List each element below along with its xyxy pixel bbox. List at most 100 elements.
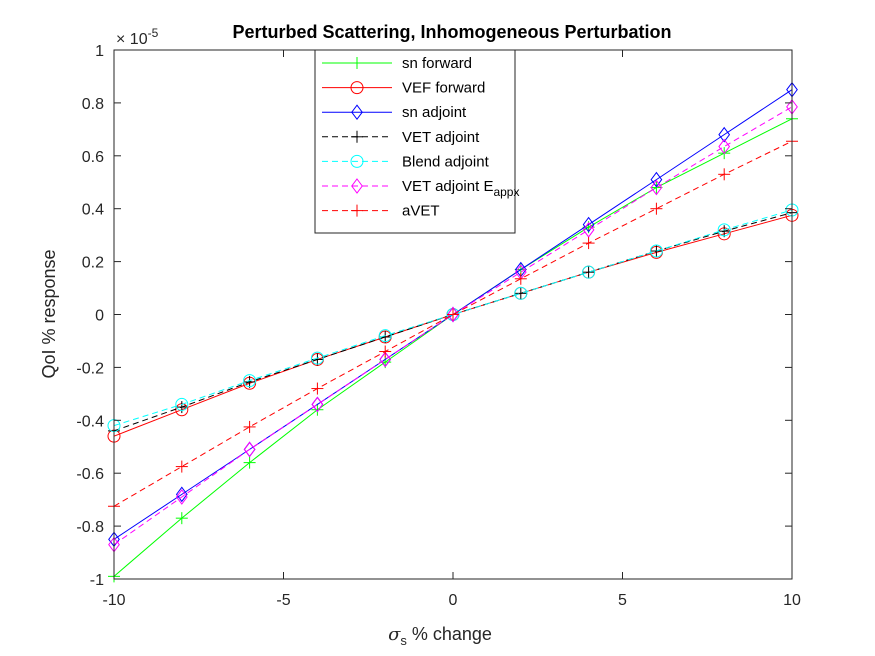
data-point bbox=[379, 351, 392, 368]
data-point bbox=[582, 265, 596, 279]
legend-item: VET adjoint Eappx bbox=[322, 178, 519, 199]
data-point bbox=[310, 351, 324, 365]
legend-label-main: VET adjoint bbox=[402, 129, 480, 146]
legend-label: sn adjoint bbox=[402, 104, 467, 121]
data-point bbox=[649, 244, 663, 258]
y-tick-label: -1 bbox=[90, 572, 104, 589]
data-point bbox=[243, 375, 256, 388]
x-axis-label: σs % change bbox=[388, 624, 492, 648]
data-point bbox=[311, 382, 324, 395]
data-point bbox=[582, 222, 595, 238]
x-axis-label-subscript: s bbox=[400, 633, 407, 648]
legend-label: sn forward bbox=[402, 55, 472, 72]
data-point bbox=[650, 181, 663, 194]
series-line bbox=[113, 106, 793, 546]
series-line bbox=[113, 140, 793, 507]
y-tick-label: -0.8 bbox=[76, 519, 104, 536]
legend-item: sn forward bbox=[322, 55, 472, 72]
y-tick-label: -0.6 bbox=[76, 466, 104, 483]
data-point bbox=[175, 397, 189, 411]
y-axis-label: QoI % response bbox=[39, 249, 59, 378]
series-line bbox=[113, 209, 793, 427]
legend-marker bbox=[351, 204, 363, 217]
data-point bbox=[718, 225, 731, 238]
legend-marker bbox=[351, 57, 363, 69]
series-6 bbox=[108, 135, 798, 513]
x-axis-label-text: % change bbox=[407, 624, 492, 644]
data-point bbox=[718, 138, 731, 155]
data-point bbox=[718, 168, 731, 181]
legend-marker bbox=[350, 81, 364, 95]
legend-label-main: sn adjoint bbox=[402, 104, 467, 121]
series-layer bbox=[107, 81, 799, 583]
legend-label: VEF forward bbox=[402, 80, 485, 97]
x-tick-label: 5 bbox=[618, 592, 627, 609]
data-point bbox=[514, 287, 527, 300]
legend-label: aVET bbox=[402, 203, 440, 220]
data-point bbox=[243, 420, 256, 433]
data-point bbox=[378, 329, 392, 343]
y-tick-label: 0.4 bbox=[82, 202, 104, 219]
data-point bbox=[718, 126, 731, 143]
y-tick-label: 0 bbox=[95, 308, 104, 325]
y-tick-label: 1 bbox=[95, 43, 104, 60]
legend-marker bbox=[351, 130, 363, 143]
y-exponent-power: -5 bbox=[148, 26, 159, 40]
chart-title: Perturbed Scattering, Inhomogeneous Pert… bbox=[232, 22, 671, 42]
legend-marker bbox=[351, 178, 363, 194]
data-point bbox=[379, 345, 392, 358]
legend-label-main: VET adjoint E bbox=[402, 178, 493, 195]
legend-label-main: Blend adjoint bbox=[402, 153, 490, 170]
y-tick-label: -0.2 bbox=[76, 360, 104, 377]
legend-item: VET adjoint bbox=[322, 129, 480, 146]
x-tick-label: 0 bbox=[449, 592, 458, 609]
data-point bbox=[447, 308, 459, 321]
legend-label-subscript: appx bbox=[493, 185, 519, 199]
y-exponent-base: × 10 bbox=[116, 31, 148, 48]
x-axis-label-symbol: σ bbox=[388, 624, 401, 645]
data-point bbox=[243, 456, 256, 469]
legend: sn forward VEF forward sn adjoint VET adjoi… bbox=[314, 49, 519, 234]
data-point bbox=[717, 223, 731, 237]
x-tick-label: -10 bbox=[102, 592, 125, 609]
data-point bbox=[311, 403, 324, 416]
data-point bbox=[514, 286, 528, 300]
data-point bbox=[582, 237, 595, 250]
legend-label-main: VEF forward bbox=[402, 80, 485, 97]
x-tick-label: -5 bbox=[276, 592, 290, 609]
legend-label: VET adjoint Eappx bbox=[402, 178, 519, 199]
data-point bbox=[582, 216, 595, 233]
y-exponent-label: × 10-5 bbox=[116, 26, 159, 48]
data-point bbox=[175, 460, 188, 473]
x-tick-label: 10 bbox=[783, 592, 801, 609]
legend-marker bbox=[350, 154, 364, 168]
data-point bbox=[514, 272, 527, 285]
data-point bbox=[582, 266, 595, 279]
data-point bbox=[175, 512, 188, 525]
legend-item: sn adjoint bbox=[322, 104, 467, 121]
legend-item: aVET bbox=[322, 203, 440, 220]
legend-label: Blend adjoint bbox=[402, 153, 490, 170]
data-point bbox=[650, 245, 663, 258]
data-point bbox=[650, 179, 663, 196]
data-point bbox=[243, 441, 256, 458]
y-tick-label: 0.8 bbox=[82, 96, 104, 113]
data-point bbox=[175, 489, 188, 505]
data-point bbox=[175, 401, 188, 414]
y-tick-label: -0.4 bbox=[76, 413, 104, 430]
data-point bbox=[650, 171, 663, 188]
series-5 bbox=[108, 99, 798, 553]
y-tick-label: 0.6 bbox=[82, 149, 104, 166]
legend-item: VEF forward bbox=[322, 80, 485, 97]
tick-layer: -10 -5 0 5 10 -1 -0.8 -0.6 -0.4 -0.2 0 0.2 0.4 0.6 0.8… bbox=[76, 43, 801, 609]
legend-label: VET adjoint bbox=[402, 129, 480, 146]
y-tick-label: 0.2 bbox=[82, 255, 104, 272]
legend-label-main: aVET bbox=[402, 203, 440, 220]
data-point bbox=[650, 202, 663, 215]
legend-item: Blend adjoint bbox=[322, 153, 490, 170]
legend-items: sn forward VEF forward sn adjoint VET adjoi… bbox=[322, 55, 519, 220]
legend-box bbox=[314, 49, 516, 234]
data-point bbox=[311, 396, 324, 413]
data-point bbox=[175, 486, 188, 503]
